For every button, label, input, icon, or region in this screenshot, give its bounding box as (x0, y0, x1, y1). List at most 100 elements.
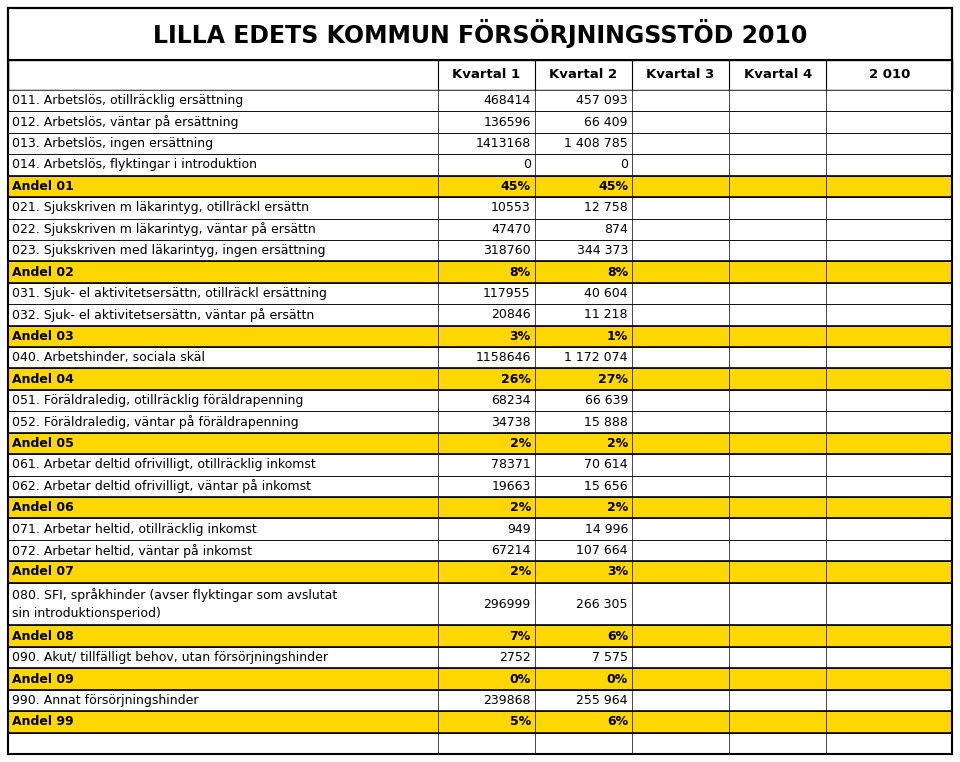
Text: 2752: 2752 (499, 651, 531, 664)
Text: 20846: 20846 (492, 309, 531, 322)
Text: Andel 04: Andel 04 (12, 373, 74, 386)
Text: Andel 05: Andel 05 (12, 437, 74, 450)
Text: 5%: 5% (510, 716, 531, 728)
Text: 468414: 468414 (484, 94, 531, 107)
Text: 6%: 6% (607, 629, 628, 642)
Text: Kvartal 2: Kvartal 2 (549, 69, 617, 82)
Bar (8, 562, 952, 583)
Text: 457 093: 457 093 (576, 94, 628, 107)
Text: 10553: 10553 (491, 201, 531, 214)
Text: 8%: 8% (607, 266, 628, 279)
Text: 090. Akut/ tillfälligt behov, utan försörjningshinder: 090. Akut/ tillfälligt behov, utan försö… (12, 651, 328, 664)
Bar (8, 283, 952, 304)
Bar (8, 133, 952, 154)
Bar (8, 176, 952, 197)
Text: 66 639: 66 639 (585, 394, 628, 407)
Text: 1413168: 1413168 (475, 137, 531, 150)
Text: 0: 0 (523, 158, 531, 171)
Bar (8, 60, 952, 90)
Text: 47470: 47470 (491, 223, 531, 235)
Bar (8, 690, 952, 711)
Text: Andel 08: Andel 08 (12, 629, 74, 642)
Text: 266 305: 266 305 (577, 597, 628, 610)
Text: Kvartal 3: Kvartal 3 (646, 69, 715, 82)
Bar (8, 8, 952, 60)
Text: Andel 01: Andel 01 (12, 180, 74, 193)
Text: 11 218: 11 218 (585, 309, 628, 322)
Text: 15 656: 15 656 (585, 480, 628, 493)
Text: 239868: 239868 (483, 694, 531, 707)
Text: 40 604: 40 604 (585, 287, 628, 300)
Text: 296999: 296999 (484, 597, 531, 610)
Text: 023. Sjukskriven med läkarintyg, ingen ersättning: 023. Sjukskriven med läkarintyg, ingen e… (12, 244, 325, 257)
Text: 031. Sjuk- el aktivitetsersättn, otillräckl ersättning: 031. Sjuk- el aktivitetsersättn, otillrä… (12, 287, 326, 300)
Text: 66 409: 66 409 (585, 116, 628, 129)
Text: 080. SFI, språkhinder (avser flyktingar som avslutat: 080. SFI, språkhinder (avser flyktingar … (12, 588, 337, 602)
Bar (8, 626, 952, 647)
Text: 7 575: 7 575 (592, 651, 628, 664)
Bar (8, 304, 952, 325)
Text: 2%: 2% (510, 501, 531, 514)
Bar (8, 154, 952, 176)
Text: 1 172 074: 1 172 074 (564, 351, 628, 364)
Text: 0: 0 (620, 158, 628, 171)
Text: 071. Arbetar heltid, otillräcklig inkomst: 071. Arbetar heltid, otillräcklig inkoms… (12, 523, 256, 536)
Text: Andel 09: Andel 09 (12, 673, 74, 686)
Text: 67214: 67214 (492, 544, 531, 557)
Bar (8, 497, 952, 518)
Text: Andel 03: Andel 03 (12, 330, 74, 343)
Text: 255 964: 255 964 (577, 694, 628, 707)
Text: 011. Arbetslös, otillräcklig ersättning: 011. Arbetslös, otillräcklig ersättning (12, 94, 243, 107)
Text: 3%: 3% (607, 565, 628, 578)
Text: 1158646: 1158646 (475, 351, 531, 364)
Bar (8, 518, 952, 539)
Text: 45%: 45% (598, 180, 628, 193)
Bar (8, 325, 952, 347)
Text: 70 614: 70 614 (585, 458, 628, 472)
Text: 107 664: 107 664 (577, 544, 628, 557)
Bar (8, 411, 952, 433)
Text: 45%: 45% (501, 180, 531, 193)
Text: 7%: 7% (510, 629, 531, 642)
Text: 34738: 34738 (492, 415, 531, 428)
Bar (8, 111, 952, 133)
Text: 15 888: 15 888 (584, 415, 628, 428)
Text: sin introduktionsperiod): sin introduktionsperiod) (12, 607, 161, 620)
Text: 14 996: 14 996 (585, 523, 628, 536)
Bar (8, 732, 952, 754)
Text: 052. Föräldraledig, väntar på föräldrapenning: 052. Föräldraledig, väntar på föräldrape… (12, 415, 299, 429)
Bar (8, 90, 952, 111)
Text: 19663: 19663 (492, 480, 531, 493)
Text: 12 758: 12 758 (585, 201, 628, 214)
Bar (8, 347, 952, 369)
Text: 344 373: 344 373 (577, 244, 628, 257)
Text: 061. Arbetar deltid ofrivilligt, otillräcklig inkomst: 061. Arbetar deltid ofrivilligt, otillrä… (12, 458, 316, 472)
Bar (8, 261, 952, 283)
Bar (8, 647, 952, 668)
Bar (8, 240, 952, 261)
Bar (8, 390, 952, 411)
Text: 3%: 3% (510, 330, 531, 343)
Text: Andel 99: Andel 99 (12, 716, 74, 728)
Text: Andel 07: Andel 07 (12, 565, 74, 578)
Text: 78371: 78371 (491, 458, 531, 472)
Text: 012. Arbetslös, väntar på ersättning: 012. Arbetslös, väntar på ersättning (12, 115, 238, 129)
Bar (8, 454, 952, 475)
Text: 051. Föräldraledig, otillräcklig föräldrapenning: 051. Föräldraledig, otillräcklig föräldr… (12, 394, 303, 407)
Text: 2%: 2% (607, 501, 628, 514)
Text: Kvartal 1: Kvartal 1 (452, 69, 520, 82)
Text: 8%: 8% (510, 266, 531, 279)
Text: 2%: 2% (510, 437, 531, 450)
Text: 2%: 2% (607, 437, 628, 450)
Text: Andel 06: Andel 06 (12, 501, 74, 514)
Bar (8, 539, 952, 562)
Bar (8, 219, 952, 240)
Text: 2 010: 2 010 (869, 69, 910, 82)
Bar (8, 668, 952, 690)
Text: 014. Arbetslös, flyktingar i introduktion: 014. Arbetslös, flyktingar i introduktio… (12, 158, 257, 171)
Text: 990. Annat försörjningshinder: 990. Annat försörjningshinder (12, 694, 199, 707)
Text: LILLA EDETS KOMMUN FÖRSÖRJNINGSSTÖD 2010: LILLA EDETS KOMMUN FÖRSÖRJNINGSSTÖD 2010 (153, 20, 807, 49)
Text: 1 408 785: 1 408 785 (564, 137, 628, 150)
Bar (8, 711, 952, 732)
Text: 117955: 117955 (483, 287, 531, 300)
